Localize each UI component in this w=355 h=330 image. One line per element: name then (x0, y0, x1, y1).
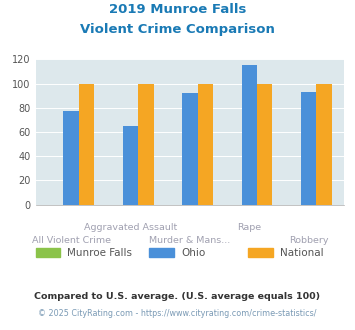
Bar (242, 65, 257, 205)
Text: 2019 Munroe Falls: 2019 Munroe Falls (109, 3, 246, 16)
Bar (316, 83, 332, 205)
Text: Robbery: Robbery (289, 236, 328, 245)
Text: Rape: Rape (237, 223, 261, 232)
Bar (64, 112, 79, 205)
Bar (257, 83, 273, 205)
Text: Ohio: Ohio (181, 248, 205, 258)
Bar (198, 83, 213, 205)
Text: Aggravated Assault: Aggravated Assault (84, 223, 177, 232)
Text: Violent Crime Comparison: Violent Crime Comparison (80, 23, 275, 36)
Bar (301, 92, 316, 205)
Bar (138, 83, 154, 205)
Text: National: National (280, 248, 324, 258)
Bar (123, 126, 138, 205)
Text: All Violent Crime: All Violent Crime (32, 236, 111, 245)
Text: Compared to U.S. average. (U.S. average equals 100): Compared to U.S. average. (U.S. average … (34, 292, 321, 301)
Text: Munroe Falls: Munroe Falls (67, 248, 132, 258)
Bar (79, 83, 94, 205)
Bar (182, 93, 198, 205)
Text: Murder & Mans...: Murder & Mans... (149, 236, 230, 245)
Text: © 2025 CityRating.com - https://www.cityrating.com/crime-statistics/: © 2025 CityRating.com - https://www.city… (38, 309, 317, 317)
